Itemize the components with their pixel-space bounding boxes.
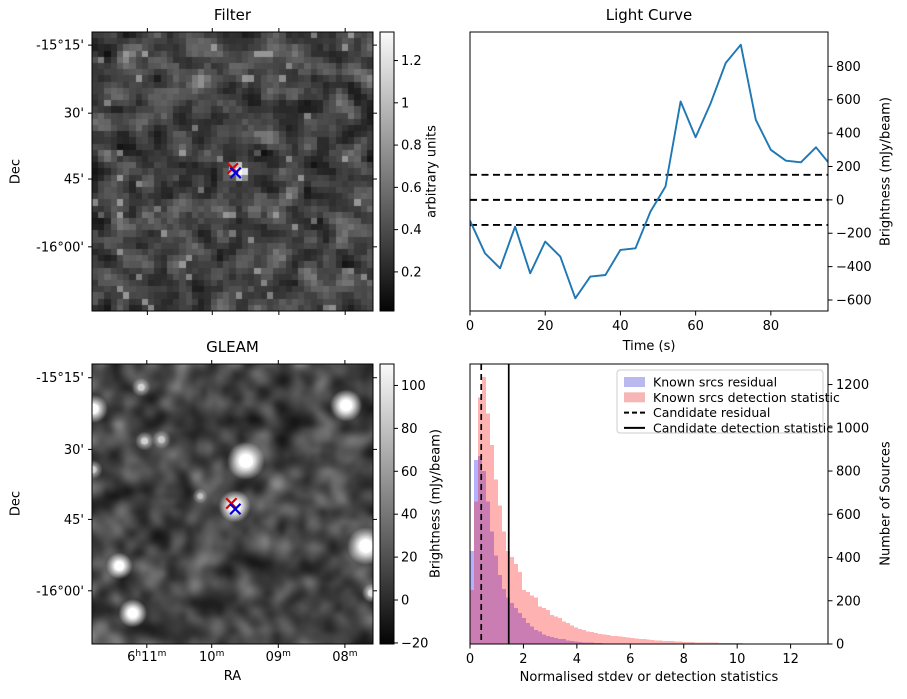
filter-dec-tick-label: -15°15'	[36, 39, 84, 54]
normalised-tick-label: 0	[466, 652, 474, 667]
time-tick-label: 20	[537, 319, 554, 334]
legend-item-label: Known srcs detection statistic	[653, 390, 840, 405]
gleam-colorbar-tick-label: 20	[401, 551, 418, 566]
filter-colorbar-tick-label: 0.8	[401, 139, 422, 154]
normalised-tick-label: 4	[573, 652, 581, 667]
gleam-colorbar-tick-label: 40	[401, 508, 418, 523]
filter-panel-frame	[91, 31, 374, 312]
legend-item-label: Candidate residual	[653, 405, 770, 420]
legend-item-label: Known srcs residual	[653, 375, 777, 390]
legend-swatch-patch	[624, 392, 645, 403]
normalised-tick-label: 6	[626, 652, 634, 667]
histogram-axes-ticks: 0 2 4 6 8 10 12 0 200 400 600 800 1000 1200	[466, 378, 869, 667]
gleam-colorbar-tick-label: 80	[401, 422, 418, 437]
filter-dec-tick-label: -16°00'	[36, 240, 84, 255]
gleam-colorbar-label: Brightness (mJy/beam)	[428, 429, 444, 578]
normalised-tick-label: 8	[680, 652, 688, 667]
gleam-colorbar-tick-label: 100	[401, 379, 426, 394]
ra-tick-label: 08m​	[332, 649, 357, 665]
gleam-dec-tick-label: -15°15'	[36, 371, 84, 386]
filter-axes: -15°15' 30' 45' -16°00'	[36, 28, 377, 315]
legend-item-label: Candidate detection statistic	[653, 420, 833, 435]
light-curve-series	[470, 43, 828, 300]
legend-box	[616, 369, 824, 434]
time-tick-label: 0	[466, 319, 474, 334]
ra-axis-label: RA	[223, 669, 242, 684]
nsources-tick-label: 1200	[836, 378, 869, 393]
light-curve-axes: 0 20 40 60 80 −600 −400 −200 0 200 400 600 800	[466, 60, 872, 334]
time-tick-label: 40	[612, 319, 629, 334]
light-curve-threshold-lines	[470, 173, 828, 226]
filter-colorbar-tick-label: 1	[401, 96, 409, 111]
nsources-tick-label: 0	[836, 638, 844, 653]
brightness-tick-label: 0	[836, 193, 844, 208]
filter-dec-tick-label: 30'	[64, 107, 84, 122]
normalised-tick-label: 10	[729, 652, 746, 667]
gleam-marker-x-blue	[229, 503, 242, 516]
nsources-tick-label: 200	[836, 594, 861, 609]
nsources-tick-label: 800	[836, 465, 861, 480]
brightness-tick-label: 800	[836, 60, 861, 75]
brightness-tick-label: −400	[836, 260, 872, 275]
brightness-tick-label: −600	[836, 293, 872, 308]
gleam-dec-tick-label: -16°00'	[36, 584, 84, 599]
gleam-colorbar-gradient	[379, 363, 395, 645]
legend-swatch-patch	[624, 377, 645, 387]
gleam-colorbar: −20 0 20 40 60 80 100	[379, 363, 428, 651]
nsources-tick-label: 600	[836, 508, 861, 523]
filter-dec-tick-label: 45'	[64, 173, 84, 188]
dec-axis-label-filter: Dec	[8, 158, 24, 185]
histogram-panel-frame	[469, 363, 829, 645]
ra-tick-label: 6h​11m​	[127, 649, 166, 665]
gleam-panel-frame	[91, 363, 374, 645]
gleam-colorbar-tick-label: −20	[401, 636, 428, 651]
normalised-axis-label: Normalised stdev or detection statistics	[519, 670, 779, 685]
gleam-title: GLEAM	[206, 338, 259, 356]
gleam-colorbar-tick-label: 0	[401, 594, 409, 609]
filter-colorbar: 0.2 0.4 0.6 0.8 1 1.2	[379, 31, 422, 312]
filter-marker-x-blue	[229, 166, 242, 179]
brightness-tick-label: −200	[836, 227, 872, 242]
filter-colorbar-tick-label: 0.6	[401, 181, 422, 196]
filter-title: Filter	[213, 6, 252, 24]
filter-colorbar-tick-label: 1.2	[401, 54, 422, 69]
filter-image	[92, 32, 373, 311]
filter-colorbar-tick-label: 0.4	[401, 223, 422, 238]
time-tick-label: 60	[687, 319, 704, 334]
light-curve-line	[470, 43, 828, 300]
gleam-ra-tick-labels: 6h​11m​ 10m​ 09m​ 08m​	[127, 649, 357, 665]
nsources-tick-label: 1000	[836, 421, 869, 436]
ra-tick-label: 09m​	[266, 649, 291, 665]
brightness-tick-label: 200	[836, 160, 861, 175]
normalised-tick-label: 2	[519, 652, 527, 667]
brightness-tick-label: 600	[836, 93, 861, 108]
light-curve-panel-frame	[469, 31, 829, 312]
gleam-axes: -15°15' 30' 45' -16°00'	[36, 360, 377, 648]
time-axis-label: Time (s)	[622, 339, 676, 354]
light-curve-title: Light Curve	[605, 6, 693, 24]
filter-colorbar-tick-label: 0.2	[401, 265, 422, 280]
gleam-marker-x-red	[225, 497, 238, 510]
ra-tick-label: 10m​	[199, 649, 224, 665]
gleam-dec-tick-label: 45'	[64, 513, 84, 528]
filter-colorbar-label: arbitrary units	[424, 125, 440, 218]
dec-axis-label-gleam: Dec	[8, 490, 24, 517]
brightness-axis-label: Brightness (mJy/beam)	[878, 97, 894, 246]
number-of-sources-axis-label: Number of Sources	[878, 441, 894, 566]
histogram-vlines	[480, 364, 510, 644]
nsources-tick-label: 400	[836, 551, 861, 566]
brightness-tick-label: 400	[836, 127, 861, 142]
hist-series-blue	[470, 455, 631, 644]
gleam-colorbar-tick-label: 60	[401, 465, 418, 480]
normalised-tick-label: 12	[782, 652, 799, 667]
filter-colorbar-gradient	[379, 31, 395, 312]
gleam-dec-tick-label: 30'	[64, 443, 84, 458]
time-tick-label: 80	[763, 319, 780, 334]
